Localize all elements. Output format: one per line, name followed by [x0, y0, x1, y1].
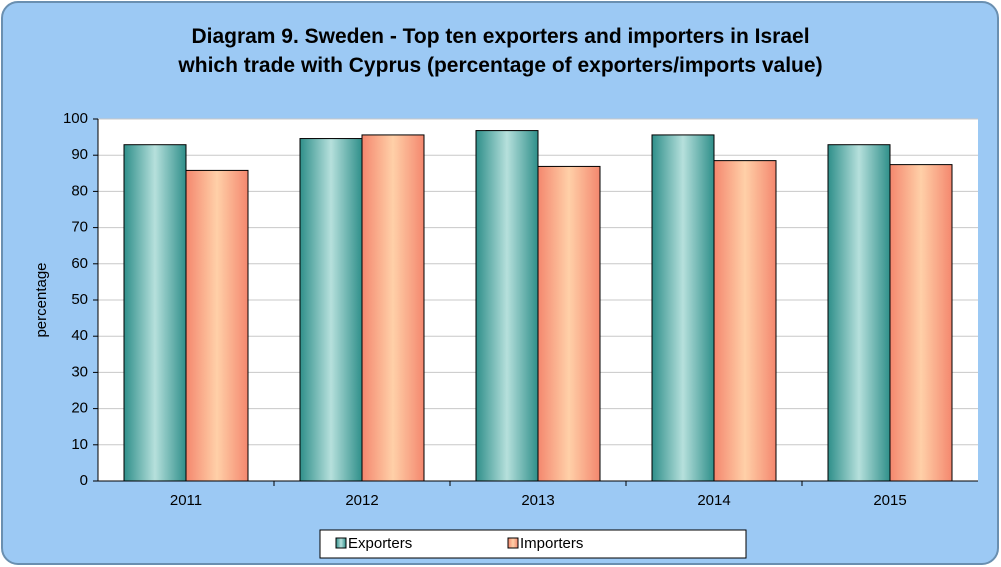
bar	[827, 144, 891, 482]
x-tick-label: 2015	[873, 492, 906, 509]
legend	[319, 529, 747, 559]
y-tick-label: 40	[71, 327, 88, 344]
bar	[713, 160, 777, 482]
bar	[299, 138, 363, 482]
chart-title: Diagram 9. Sweden - Top ten exporters an…	[178, 25, 823, 77]
legend-marker	[507, 537, 519, 549]
y-axis-label: percentage	[33, 262, 50, 337]
bar	[123, 144, 187, 482]
bar	[537, 165, 601, 482]
legend-marker	[335, 537, 347, 549]
legend-label: Exporters	[348, 535, 412, 552]
bar	[475, 130, 539, 482]
y-tick-label: 50	[71, 291, 88, 308]
bar	[889, 164, 953, 482]
bar	[185, 169, 249, 482]
y-tick-label: 100	[63, 110, 88, 127]
legend-label: Importers	[520, 535, 583, 552]
bar	[361, 134, 425, 482]
y-tick-label: 20	[71, 400, 88, 417]
x-tick-label: 2013	[521, 492, 554, 509]
y-tick-label: 0	[80, 472, 88, 489]
x-tick-label: 2014	[697, 492, 730, 509]
x-tick-label: 2011	[170, 492, 202, 509]
y-tick-label: 60	[71, 255, 88, 272]
y-tick-label: 10	[71, 436, 88, 453]
y-tick-label: 90	[71, 146, 88, 163]
bar	[651, 134, 715, 482]
y-tick-label: 80	[71, 182, 88, 199]
x-tick-label: 2012	[345, 492, 378, 509]
y-tick-label: 30	[71, 363, 88, 380]
y-tick-label: 70	[71, 219, 88, 236]
